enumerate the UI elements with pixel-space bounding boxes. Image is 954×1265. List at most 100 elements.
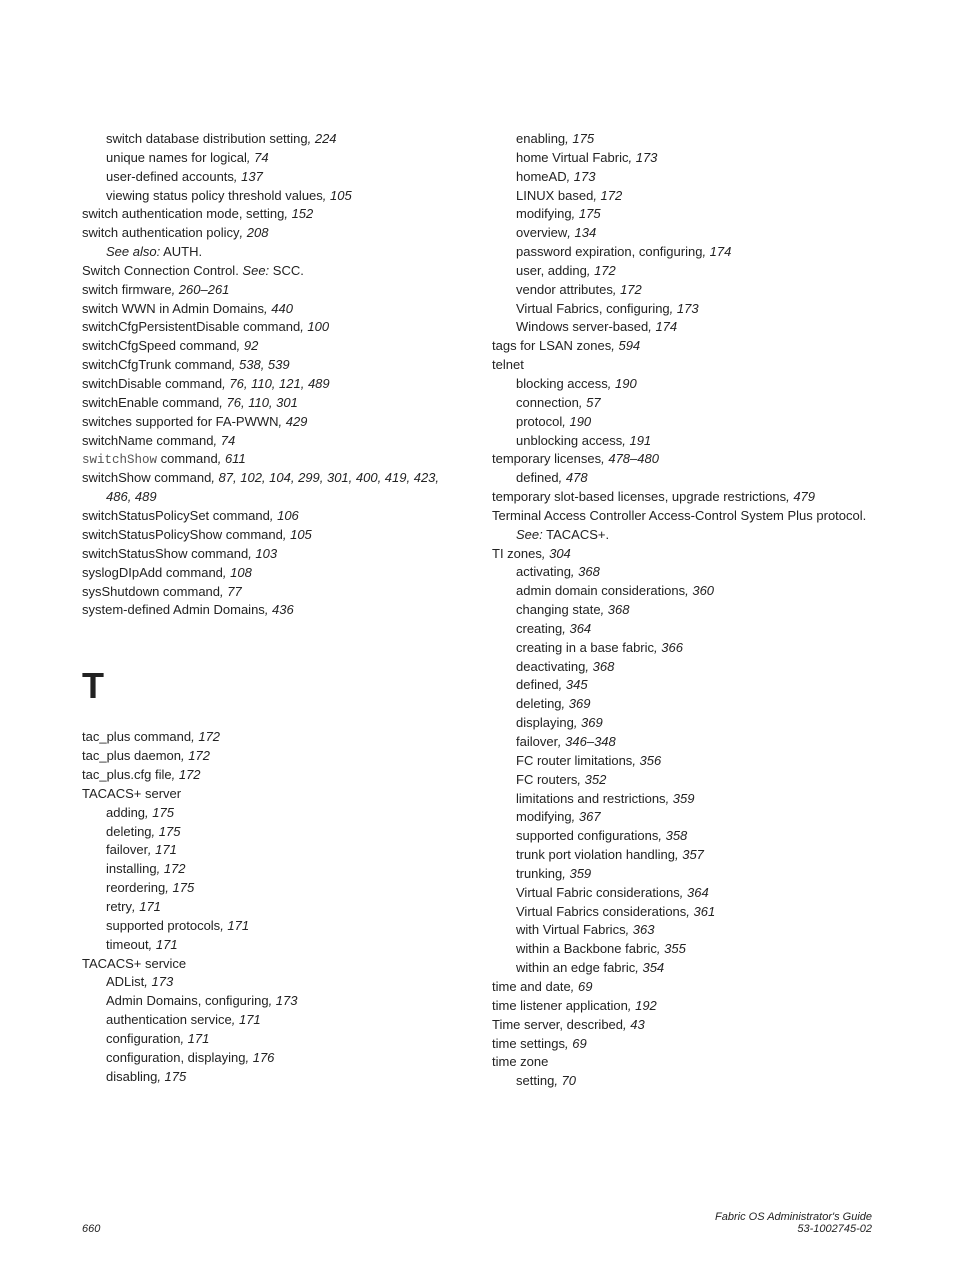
- index-entry: Terminal Access Controller Access-Contro…: [492, 507, 872, 545]
- index-entry: failover, 346–348: [492, 733, 872, 752]
- index-entry: tags for LSAN zones, 594: [492, 337, 872, 356]
- index-entry: Virtual Fabrics considerations, 361: [492, 903, 872, 922]
- index-entry: switchShow command, 611: [82, 450, 462, 469]
- index-entry: activating, 368: [492, 563, 872, 582]
- index-entry: reordering, 175: [82, 879, 462, 898]
- index-entry: connection, 57: [492, 394, 872, 413]
- index-entry: creating, 364: [492, 620, 872, 639]
- index-entry: home Virtual Fabric, 173: [492, 149, 872, 168]
- index-entry: unique names for logical, 74: [82, 149, 462, 168]
- index-entry: timeout, 171: [82, 936, 462, 955]
- index-entry: trunk port violation handling, 357: [492, 846, 872, 865]
- index-entry: tac_plus command, 172: [82, 728, 462, 747]
- index-entry: user, adding, 172: [492, 262, 872, 281]
- index-entry: admin domain considerations, 360: [492, 582, 872, 601]
- index-entry: modifying, 367: [492, 808, 872, 827]
- index-entry: ADList, 173: [82, 973, 462, 992]
- index-entry: changing state, 368: [492, 601, 872, 620]
- index-entry: switchEnable command, 76, 110, 301: [82, 394, 462, 413]
- index-entry: switch WWN in Admin Domains, 440: [82, 300, 462, 319]
- index-entry: within an edge fabric, 354: [492, 959, 872, 978]
- index-entry: switchCfgSpeed command, 92: [82, 337, 462, 356]
- index-entry: defined, 345: [492, 676, 872, 695]
- footer-title: Fabric OS Administrator's Guide: [715, 1211, 872, 1223]
- index-entry: tac_plus.cfg file, 172: [82, 766, 462, 785]
- index-entry: switchStatusPolicySet command, 106: [82, 507, 462, 526]
- index-entry: temporary slot-based licenses, upgrade r…: [492, 488, 872, 507]
- index-entry: deleting, 369: [492, 695, 872, 714]
- index-entry: telnet: [492, 356, 872, 375]
- index-entry: blocking access, 190: [492, 375, 872, 394]
- index-entry: setting, 70: [492, 1072, 872, 1091]
- index-entry: modifying, 175: [492, 205, 872, 224]
- page-number: 660: [82, 1223, 100, 1235]
- index-entry: switchName command, 74: [82, 432, 462, 451]
- index-entry: switchCfgPersistentDisable command, 100: [82, 318, 462, 337]
- index-entry: time zone: [492, 1053, 872, 1072]
- index-entry: switches supported for FA-PWWN, 429: [82, 413, 462, 432]
- index-entry: time and date, 69: [492, 978, 872, 997]
- page-footer: 660 Fabric OS Administrator's Guide 53-1…: [0, 1211, 954, 1265]
- index-entry: switch authentication policy, 208: [82, 224, 462, 243]
- index-entry: limitations and restrictions, 359: [492, 790, 872, 809]
- index-entry: Virtual Fabric considerations, 364: [492, 884, 872, 903]
- index-entry: authentication service, 171: [82, 1011, 462, 1030]
- index-entry: switchStatusPolicyShow command, 105: [82, 526, 462, 545]
- index-entry: TI zones, 304: [492, 545, 872, 564]
- index-entry: system-defined Admin Domains, 436: [82, 601, 462, 620]
- index-entry: configuration, 171: [82, 1030, 462, 1049]
- index-column-left: switch database distribution setting, 22…: [82, 130, 462, 1091]
- index-entry: Time server, described, 43: [492, 1016, 872, 1035]
- index-entry: trunking, 359: [492, 865, 872, 884]
- index-entry: switch firmware, 260–261: [82, 281, 462, 300]
- footer-docno: 53-1002745-02: [715, 1223, 872, 1235]
- index-entry: syslogDIpAdd command, 108: [82, 564, 462, 583]
- index-entry: time listener application, 192: [492, 997, 872, 1016]
- index-entry: defined, 478: [492, 469, 872, 488]
- index-entry: See also: AUTH.: [82, 243, 462, 262]
- index-entry: deleting, 175: [82, 823, 462, 842]
- index-entry: switchStatusShow command, 103: [82, 545, 462, 564]
- index-entry: switchShow command, 87, 102, 104, 299, 3…: [82, 469, 462, 507]
- index-entry: vendor attributes, 172: [492, 281, 872, 300]
- index-entry: tac_plus daemon, 172: [82, 747, 462, 766]
- index-entry: creating in a base fabric, 366: [492, 639, 872, 658]
- index-entry: enabling, 175: [492, 130, 872, 149]
- index-entry: viewing status policy threshold values, …: [82, 187, 462, 206]
- index-entry: FC router limitations, 356: [492, 752, 872, 771]
- index-entry: Admin Domains, configuring, 173: [82, 992, 462, 1011]
- index-entry: failover, 171: [82, 841, 462, 860]
- index-entry: LINUX based, 172: [492, 187, 872, 206]
- index-entry: time settings, 69: [492, 1035, 872, 1054]
- index-entry: Virtual Fabrics, configuring, 173: [492, 300, 872, 319]
- index-entry: FC routers, 352: [492, 771, 872, 790]
- index-entry: installing, 172: [82, 860, 462, 879]
- index-entry: adding, 175: [82, 804, 462, 823]
- index-entry: temporary licenses, 478–480: [492, 450, 872, 469]
- index-entry: TACACS+ server: [82, 785, 462, 804]
- index-entry: with Virtual Fabrics, 363: [492, 921, 872, 940]
- index-entry: Windows server-based, 174: [492, 318, 872, 337]
- index-entry: homeAD, 173: [492, 168, 872, 187]
- index-entry: supported protocols, 171: [82, 917, 462, 936]
- index-entry: configuration, displaying, 176: [82, 1049, 462, 1068]
- index-entry: protocol, 190: [492, 413, 872, 432]
- index-entry: TACACS+ service: [82, 955, 462, 974]
- index-entry: sysShutdown command, 77: [82, 583, 462, 602]
- index-entry: displaying, 369: [492, 714, 872, 733]
- index-entry: Switch Connection Control. See: SCC.: [82, 262, 462, 281]
- index-entry: switch database distribution setting, 22…: [82, 130, 462, 149]
- footer-doc-info: Fabric OS Administrator's Guide 53-10027…: [715, 1211, 872, 1235]
- index-entry: disabling, 175: [82, 1068, 462, 1087]
- index-entry: deactivating, 368: [492, 658, 872, 677]
- index-entry: switchDisable command, 76, 110, 121, 489: [82, 375, 462, 394]
- index-column-right: enabling, 175home Virtual Fabric, 173hom…: [492, 130, 872, 1091]
- index-entry: supported configurations, 358: [492, 827, 872, 846]
- index-entry: switch authentication mode, setting, 152: [82, 205, 462, 224]
- index-entry: within a Backbone fabric, 355: [492, 940, 872, 959]
- index-entry: overview, 134: [492, 224, 872, 243]
- index-entry: password expiration, configuring, 174: [492, 243, 872, 262]
- index-entry: user-defined accounts, 137: [82, 168, 462, 187]
- index-entry: unblocking access, 191: [492, 432, 872, 451]
- index-entry: switchCfgTrunk command, 538, 539: [82, 356, 462, 375]
